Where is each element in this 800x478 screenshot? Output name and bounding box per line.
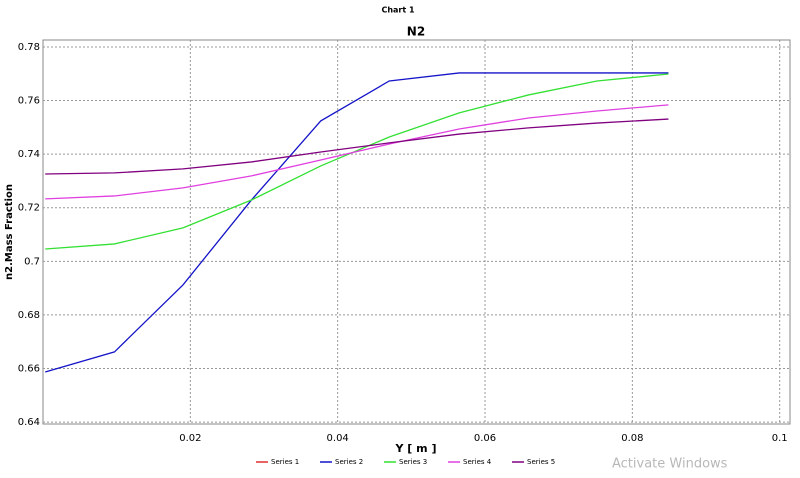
series-line <box>45 104 669 200</box>
series-line <box>45 118 669 175</box>
window-title: Chart 1 <box>381 6 415 15</box>
x-tick-label: 0.08 <box>621 433 643 444</box>
x-tick-label: 0.06 <box>474 433 496 444</box>
watermark: Activate Windows <box>612 457 728 472</box>
legend-label: Series 3 <box>399 458 427 466</box>
y-tick-label: 0.64 <box>18 417 40 428</box>
y-tick-label: 0.76 <box>18 96 40 107</box>
y-tick-label: 0.72 <box>18 203 40 214</box>
y-tick-label: 0.68 <box>18 310 40 321</box>
series-line <box>45 72 669 373</box>
y-axis-label: n2.Mass Fraction <box>4 184 15 280</box>
x-tick-label: 0.02 <box>179 433 201 444</box>
y-tick-label: 0.7 <box>24 256 40 267</box>
legend-label: Series 5 <box>527 458 555 466</box>
chart-title: N2 <box>407 25 425 39</box>
y-tick-label: 0.78 <box>18 42 40 53</box>
legend-label: Series 2 <box>335 458 363 466</box>
x-axis-label: Y [ m ] <box>395 442 437 455</box>
x-tick-label: 0.04 <box>327 433 349 444</box>
x-tick-label: 0.1 <box>772 433 788 444</box>
y-tick-label: 0.74 <box>18 149 40 160</box>
plot-frame <box>42 39 791 425</box>
legend-label: Series 4 <box>463 458 492 466</box>
y-tick-label: 0.66 <box>18 364 40 375</box>
legend-label: Series 1 <box>271 458 299 466</box>
